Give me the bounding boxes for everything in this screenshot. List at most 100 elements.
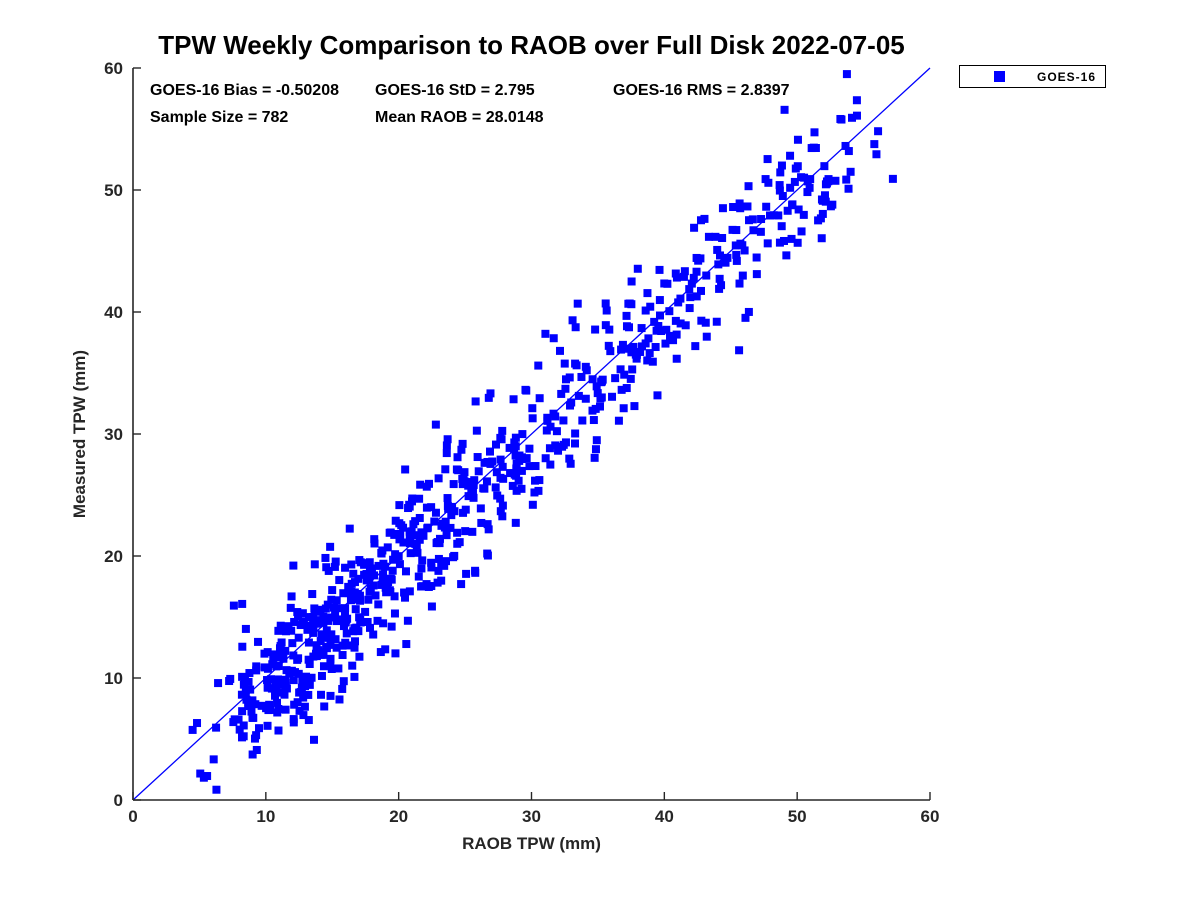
- scatter-point: [390, 530, 399, 539]
- scatter-point: [592, 382, 601, 391]
- scatter-point: [263, 648, 272, 657]
- scatter-point: [491, 440, 500, 449]
- scatter-point: [387, 622, 396, 631]
- scatter-point: [354, 627, 363, 636]
- scatter-point: [619, 404, 628, 413]
- scatter-point: [535, 394, 544, 403]
- scatter-point: [837, 115, 846, 124]
- scatter-point: [469, 480, 478, 489]
- scatter-point: [257, 701, 266, 710]
- scatter-point: [378, 577, 387, 586]
- legend: GOES-16: [959, 65, 1106, 88]
- scatter-point: [389, 555, 398, 564]
- scatter-point: [248, 713, 257, 722]
- scatter-point: [749, 226, 758, 235]
- scatter-point: [462, 569, 471, 578]
- scatter-point: [309, 735, 318, 744]
- scatter-point: [541, 329, 550, 338]
- scatter-point: [401, 593, 410, 602]
- scatter-point: [395, 535, 404, 544]
- scatter-point: [434, 554, 443, 563]
- scatter-point: [655, 296, 664, 305]
- scatter-point: [498, 462, 507, 471]
- scatter-point: [415, 535, 424, 544]
- scatter-point: [511, 433, 520, 442]
- scatter-point: [511, 451, 520, 460]
- scatter-point: [774, 211, 783, 220]
- scatter-point: [326, 654, 335, 663]
- scatter-point: [239, 721, 248, 730]
- scatter-point: [517, 466, 526, 475]
- scatter-point: [239, 732, 248, 741]
- scatter-point: [611, 374, 620, 383]
- scatter-point: [457, 580, 466, 589]
- scatter-point: [689, 273, 698, 282]
- scatter-point: [442, 449, 451, 458]
- scatter-point: [685, 285, 694, 294]
- scatter-point: [316, 637, 325, 646]
- scatter-point: [304, 690, 313, 699]
- scatter-point: [568, 316, 577, 325]
- scatter-point: [367, 564, 376, 573]
- scatter-point: [528, 500, 537, 509]
- scatter-point: [265, 700, 274, 709]
- scatter-point: [608, 392, 617, 401]
- scatter-point: [844, 147, 853, 156]
- scatter-point: [588, 406, 597, 415]
- scatter-point: [282, 666, 291, 675]
- scatter-point: [718, 204, 727, 213]
- scatter-point: [384, 575, 393, 584]
- scatter-point: [680, 267, 689, 276]
- scatter-point: [672, 330, 681, 339]
- scatter-point: [252, 666, 261, 675]
- scatter-point: [385, 528, 394, 537]
- scatter-point: [514, 476, 523, 485]
- x-axis-tick-label: 10: [256, 807, 275, 826]
- scatter-point: [648, 357, 657, 366]
- scatter-point: [381, 645, 390, 654]
- scatter-point: [294, 612, 303, 621]
- scatter-point: [212, 723, 221, 732]
- scatter-point: [846, 167, 855, 176]
- scatter-point: [488, 457, 497, 466]
- scatter-point: [338, 651, 347, 660]
- scatter-point: [353, 589, 362, 598]
- scatter-point: [498, 501, 507, 510]
- scatter-point: [322, 642, 331, 651]
- scatter-point: [289, 651, 298, 660]
- scatter-point: [330, 562, 339, 571]
- scatter-point: [483, 549, 492, 558]
- scatter-point: [735, 199, 744, 208]
- scatter-point: [661, 339, 670, 348]
- scatter-point: [604, 341, 613, 350]
- scatter-point: [484, 393, 493, 402]
- scatter-point: [318, 649, 327, 658]
- scatter-point: [534, 361, 543, 370]
- scatter-point: [557, 389, 566, 398]
- scatter-point: [626, 374, 635, 383]
- scatter-point: [763, 239, 772, 248]
- scatter-point: [391, 649, 400, 658]
- scatter-point: [414, 572, 423, 581]
- scatter-point: [324, 633, 333, 642]
- scatter-point: [267, 684, 276, 693]
- scatter-point: [366, 623, 375, 632]
- scatter-point: [460, 468, 469, 477]
- scatter-point: [482, 477, 491, 486]
- scatter-point: [492, 468, 501, 477]
- scatter-point: [625, 299, 634, 308]
- scatter-point: [319, 612, 328, 621]
- scatter-point: [631, 350, 640, 359]
- scatter-point: [665, 307, 674, 316]
- scatter-point: [473, 453, 482, 462]
- scatter-point: [592, 436, 601, 445]
- scatter-point: [390, 592, 399, 601]
- scatter-point: [331, 635, 340, 644]
- scatter-point: [652, 326, 661, 335]
- scatter-point: [369, 630, 378, 639]
- scatter-point: [355, 613, 364, 622]
- scatter-point: [370, 539, 379, 548]
- scatter-point: [571, 359, 580, 368]
- scatter-point: [356, 596, 365, 605]
- scatter-point: [395, 560, 404, 569]
